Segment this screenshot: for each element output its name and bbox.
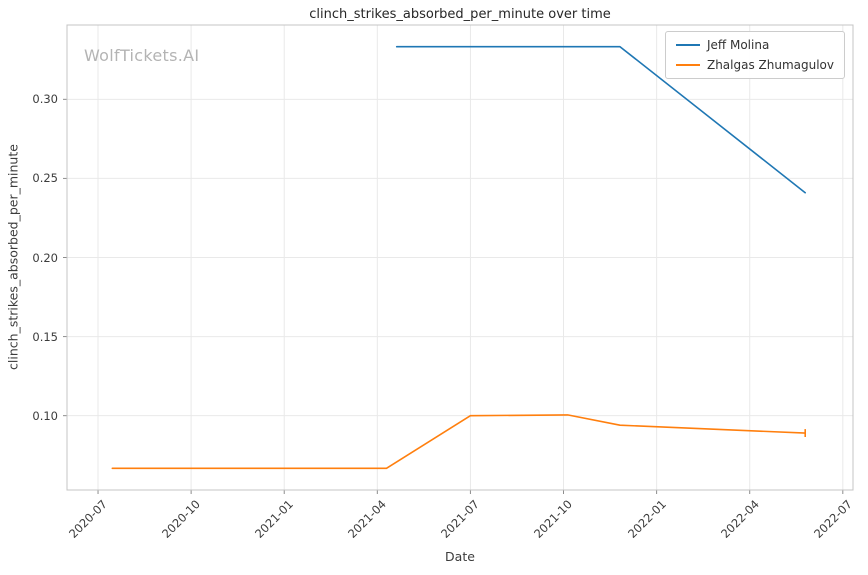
legend-label: Jeff Molina	[706, 38, 770, 52]
legend-item-jeff-molina: Jeff Molina	[675, 38, 834, 52]
y-tick-label: 0.30	[32, 92, 58, 107]
legend-label: Zhalgas Zhumagulov	[706, 58, 834, 72]
watermark-wolftickets: WolfTickets.AI	[84, 46, 200, 65]
y-tick-label: 0.10	[32, 408, 58, 423]
plot-border	[66, 24, 854, 491]
legend: Jeff Molina Zhalgas Zhumagulov	[664, 31, 845, 79]
legend-line-swatch	[675, 64, 700, 66]
series-line-jeff-molina	[395, 45, 807, 194]
y-tick-label: 0.15	[32, 329, 58, 344]
legend-item-zhalgas-zhumagulov: Zhalgas Zhumagulov	[675, 58, 834, 72]
y-tick-label: 0.25	[32, 171, 58, 186]
x-axis-title: Date	[445, 549, 475, 564]
legend-line-swatch	[675, 44, 700, 46]
y-tick-label: 0.20	[32, 250, 58, 265]
series-line-zhalgas-zhumagulov	[111, 414, 807, 470]
chart-title: clinch_strikes_absorbed_per_minute over …	[309, 7, 611, 22]
